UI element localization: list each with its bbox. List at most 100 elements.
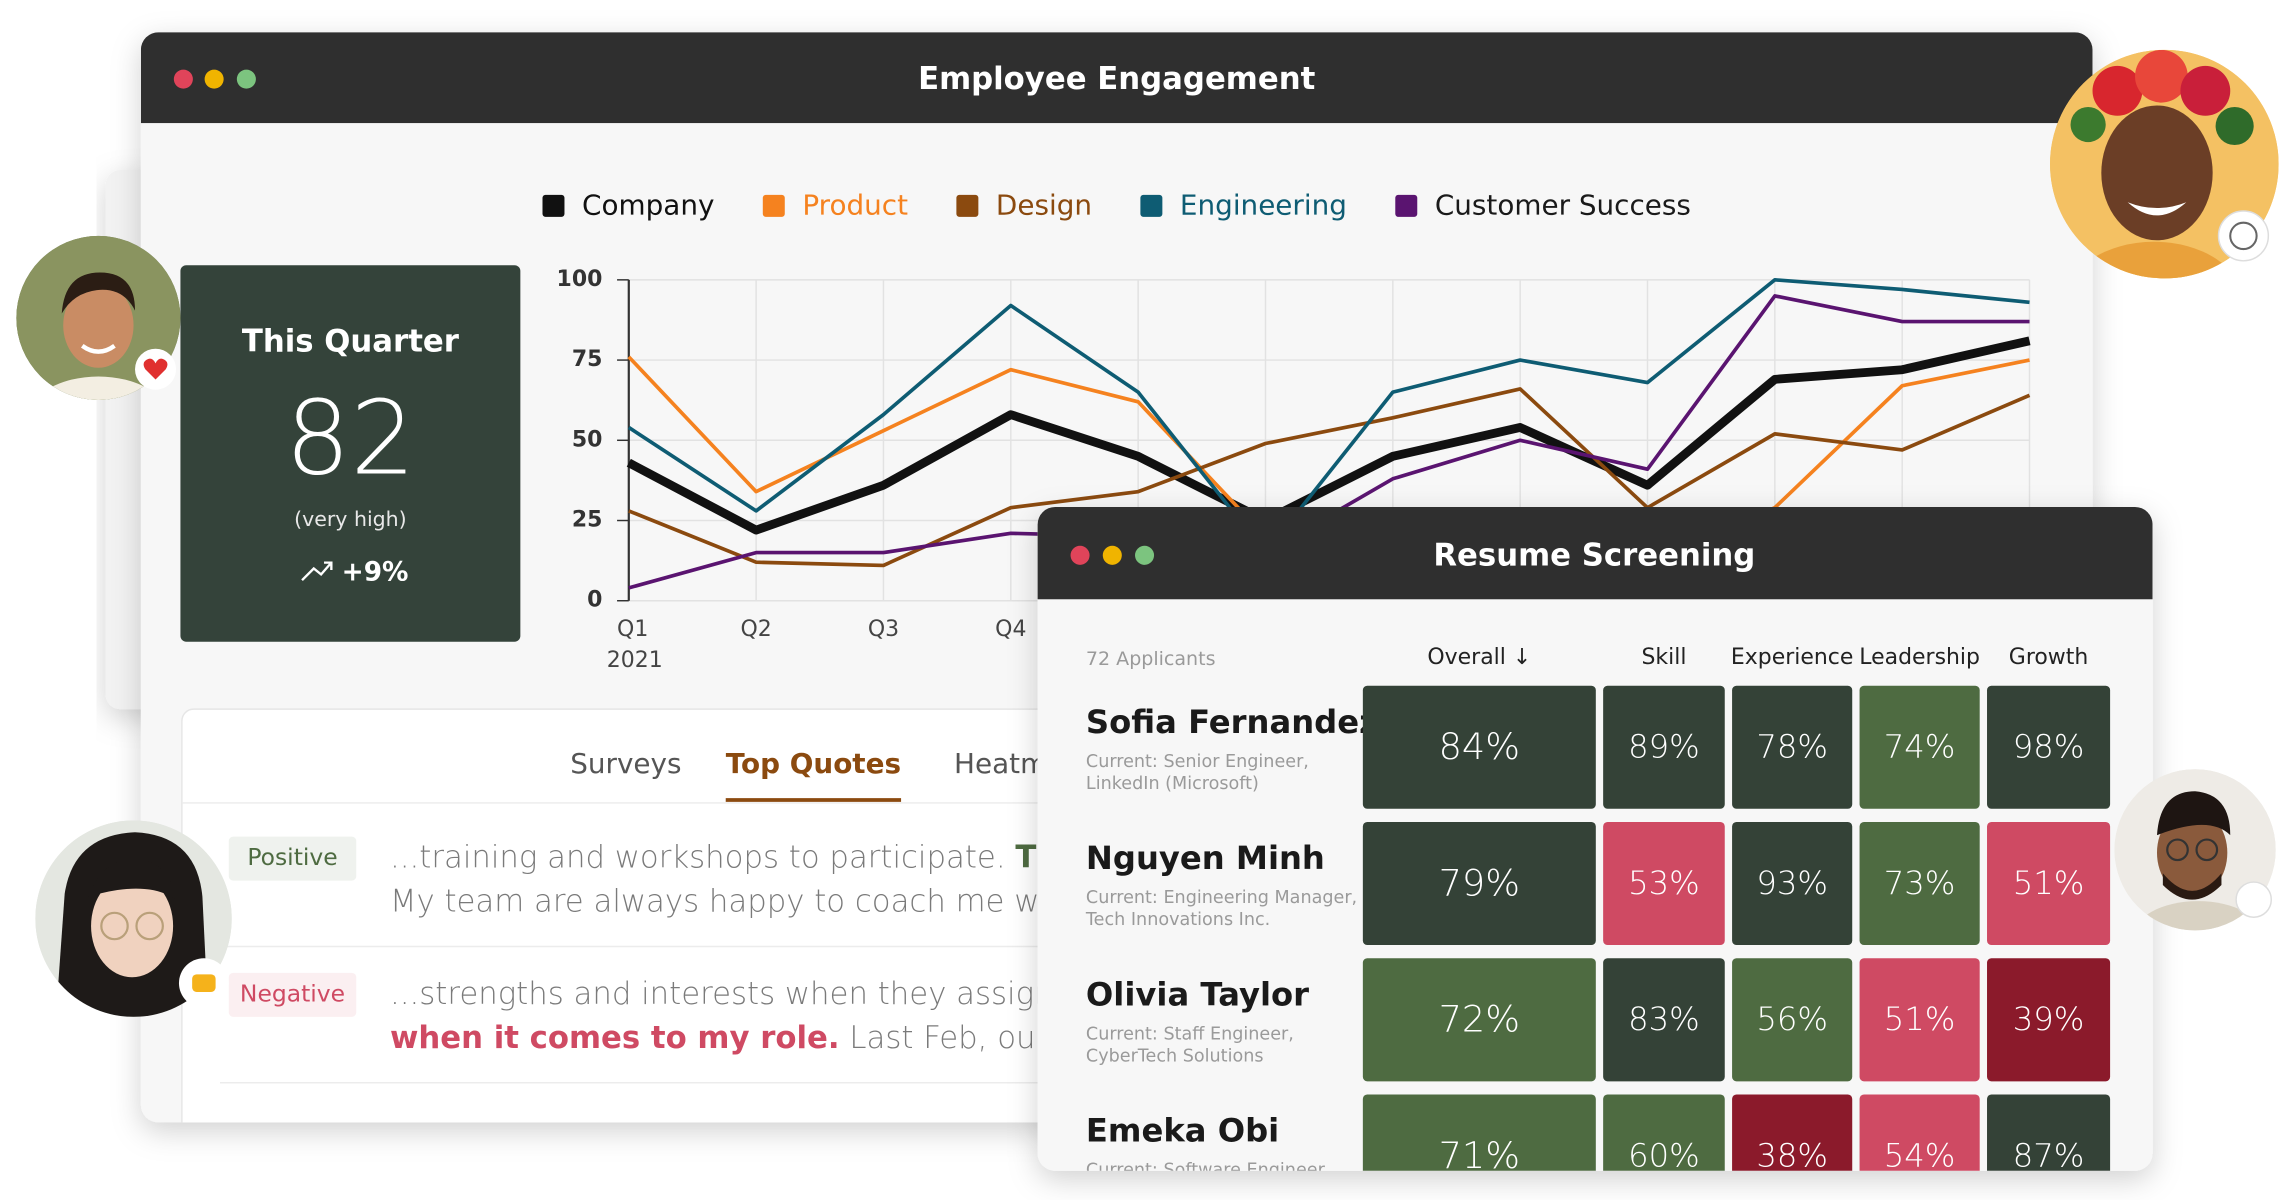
score-value: 74% <box>1884 728 1956 766</box>
score-cell <box>1732 1094 1853 1171</box>
y-tick-label: 50 <box>572 427 603 452</box>
score-cell <box>1603 821 1725 946</box>
resume-window-content: Resume Screening 72 Applicants Overall ↓… <box>1037 506 2153 1181</box>
sentiment-label: Positive <box>247 843 337 871</box>
y-tick-label: 75 <box>572 347 603 372</box>
legend-swatch <box>1140 194 1163 217</box>
y-tick-label: 25 <box>572 508 603 533</box>
applicant-current: Tech Innovations Inc. <box>1085 910 1270 930</box>
sentiment-label: Negative <box>240 979 345 1007</box>
score-value: 60% <box>1628 1137 1700 1175</box>
legend-swatch <box>956 194 979 217</box>
applicant-current: Current: Engineering Manager, <box>1086 888 1357 908</box>
score-cell <box>1362 821 1596 946</box>
card-change: +9% <box>342 557 409 587</box>
line-series <box>626 336 2031 535</box>
quote-line: My team are always happy to coach me whe… <box>390 883 1097 919</box>
legend-label: Engineering <box>1180 189 1347 222</box>
minimize-button[interactable] <box>1102 545 1122 565</box>
score-value: 89% <box>1628 728 1700 766</box>
avatar <box>2050 49 2279 279</box>
x-tick-label: Q4 <box>995 617 1026 642</box>
maximize-button[interactable] <box>1135 545 1155 565</box>
column-header: Overall ↓ <box>1427 645 1531 670</box>
score-cell <box>1859 1094 1980 1171</box>
applicant-current: Current: Software Engineer, <box>1086 1161 1330 1181</box>
avatar <box>35 820 232 1017</box>
legend-swatch <box>542 194 565 217</box>
score-cell <box>1859 685 1980 809</box>
title-bar <box>1037 506 2153 600</box>
legend: Company Product Design Engineering Customer … <box>542 189 1691 222</box>
quote-line: ...training and workshops to participate… <box>390 839 1127 875</box>
score-value: 84% <box>1439 725 1520 768</box>
score-cell <box>1987 1094 2111 1171</box>
quote-line: when it comes to my role. Last Feb, our … <box>390 1019 1138 1055</box>
legend-swatch <box>1395 194 1418 217</box>
title-bar <box>140 32 2093 124</box>
line-series <box>628 387 2031 568</box>
card-heading: This Quarter <box>242 323 460 359</box>
applicant-name: Nguyen Minh <box>1086 839 1325 877</box>
legend-label: Product <box>802 189 908 222</box>
applicant-count: 72 Applicants <box>1086 648 1216 670</box>
score-cell <box>1732 821 1853 946</box>
score-value: 38% <box>1756 1137 1828 1175</box>
score-cell <box>1362 685 1596 809</box>
quote-segment: ...strengths and interests when they ass… <box>390 975 1092 1011</box>
score-cell <box>1987 685 2111 809</box>
applicant-name: Sofia Fernandez <box>1086 703 1378 741</box>
column-header: Experience <box>1731 645 1854 670</box>
score-cell <box>1603 1094 1725 1171</box>
legend-label: Company <box>582 189 714 222</box>
score-cell <box>1603 958 1725 1082</box>
score-value: 93% <box>1756 864 1828 902</box>
score-value: 54% <box>1884 1137 1956 1175</box>
applicant-current: CyberTech Solutions <box>1086 1046 1264 1066</box>
tab[interactable]: Top Quotes <box>726 747 901 780</box>
avatar <box>2114 769 2276 931</box>
score-cell <box>1362 958 1596 1082</box>
sentiment-badge <box>228 836 357 881</box>
x-tick-label: Q2 <box>740 617 771 642</box>
x-sublabel: 2021 <box>607 648 663 673</box>
applicant-current: LinkedIn (Microsoft) <box>1086 774 1259 794</box>
score-value: 83% <box>1628 1000 1700 1038</box>
y-tick-label: 0 <box>587 588 602 613</box>
score-value: 51% <box>2013 864 2085 902</box>
sentiment-badge <box>228 972 357 1017</box>
score-value: 56% <box>1756 1000 1828 1038</box>
main-window-content: Employee Engagement Company Product Design… <box>140 32 2093 1123</box>
applicant-current: Current: Senior Engineer, <box>1086 752 1309 772</box>
applicant-current: Current: Staff Engineer, <box>1086 1024 1294 1044</box>
minimize-button[interactable] <box>204 69 224 89</box>
score-value: 73% <box>1884 864 1956 902</box>
maximize-button[interactable] <box>236 69 256 89</box>
score-value: 51% <box>1884 1000 1956 1038</box>
quote-segment: ...training and workshops to participate… <box>390 839 1015 875</box>
quarter-card <box>180 265 521 642</box>
score-cell <box>1732 685 1853 809</box>
x-tick-label: Q3 <box>868 617 899 642</box>
score-value: 98% <box>2013 728 2085 766</box>
close-button[interactable] <box>1070 545 1090 565</box>
tab[interactable]: Surveys <box>570 747 681 780</box>
score-cell <box>1987 821 2111 946</box>
score-cell <box>1732 958 1853 1082</box>
column-header: Growth <box>2009 645 2089 670</box>
score-cell <box>1859 958 1980 1082</box>
line-series <box>627 278 2030 555</box>
score-cell <box>1362 1094 1596 1171</box>
legend-swatch <box>762 194 785 217</box>
column-header: Skill <box>1641 645 1686 670</box>
close-button[interactable] <box>173 69 193 89</box>
legend-label: Customer Success <box>1435 189 1691 222</box>
x-tick-label: Q1 <box>617 617 648 642</box>
score-cell <box>1987 958 2111 1082</box>
score-table: Overall ↓ Skill Experience Leadership Growth… <box>1085 645 2111 1181</box>
quote-line: ...strengths and interests when they ass… <box>390 975 1092 1011</box>
card-score: 82 <box>285 380 416 499</box>
score-value: 72% <box>1439 998 1520 1041</box>
trend-icon <box>301 561 333 582</box>
